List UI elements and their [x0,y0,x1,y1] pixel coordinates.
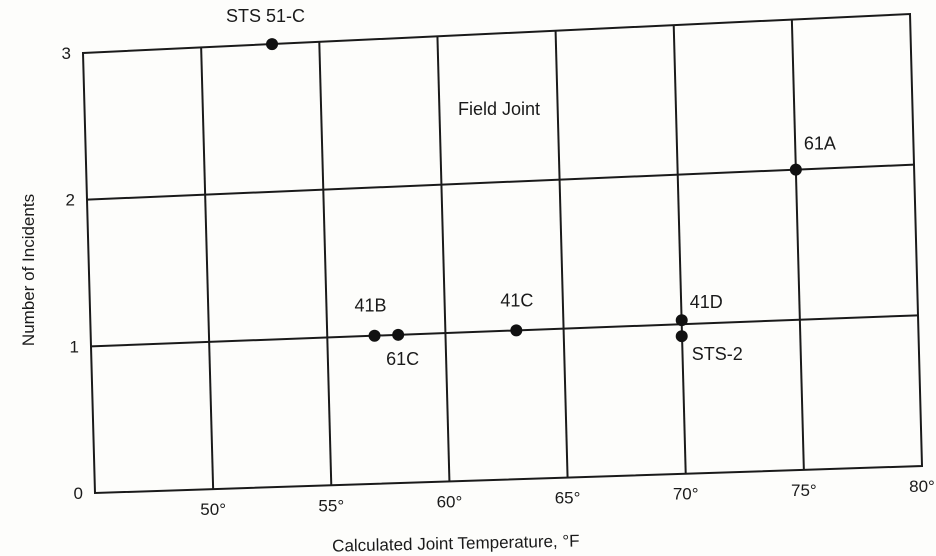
y-tick-label: 0 [74,484,83,503]
x-gridline [554,30,569,478]
plot-frame [81,12,924,495]
data-point [675,314,688,327]
data-point [675,330,688,343]
point-label: 41C [500,290,533,310]
point-label: STS-2 [692,344,743,364]
data-point [392,328,405,341]
point-label: 61C [386,349,419,369]
point-label: 41B [355,296,387,316]
x-gridline [436,36,451,482]
point-label: 41D [690,292,723,312]
x-tick-label: 80° [909,477,935,496]
y-tick-label: 1 [70,337,79,356]
data-point [368,329,381,342]
x-gridline [672,25,687,474]
data-point [789,163,802,176]
chart-inner-label: Field Joint [458,99,540,119]
data-point [266,38,279,51]
x-tick-label: 75° [791,481,817,500]
y-tick-label: 3 [62,44,71,63]
tick-labels: 50° 55° 60° 65° 70° 75° 80° 0 1 2 3 [62,44,935,519]
x-tick-label: 60° [437,492,463,511]
point-label: 61A [804,134,836,154]
y-tick-label: 2 [66,191,75,210]
grid [81,12,924,495]
data-points [266,38,802,343]
y-axis-label: Number of Incidents [19,194,38,346]
x-tick-label: 65° [555,489,581,508]
x-gridline [318,41,333,486]
data-point [510,324,523,337]
x-gridline [790,19,805,470]
point-label: STS 51-C [226,6,305,26]
y-gridline [86,163,915,201]
x-tick-label: 50° [200,500,226,519]
x-axis-label: Calculated Joint Temperature, °F [332,531,580,555]
point-labels: STS 51-C 41B 61C 41C 41D STS-2 61A [226,6,836,369]
x-tick-label: 55° [318,496,344,515]
x-tick-label: 70° [673,485,699,504]
y-gridline [90,314,919,348]
x-gridline [200,47,215,490]
